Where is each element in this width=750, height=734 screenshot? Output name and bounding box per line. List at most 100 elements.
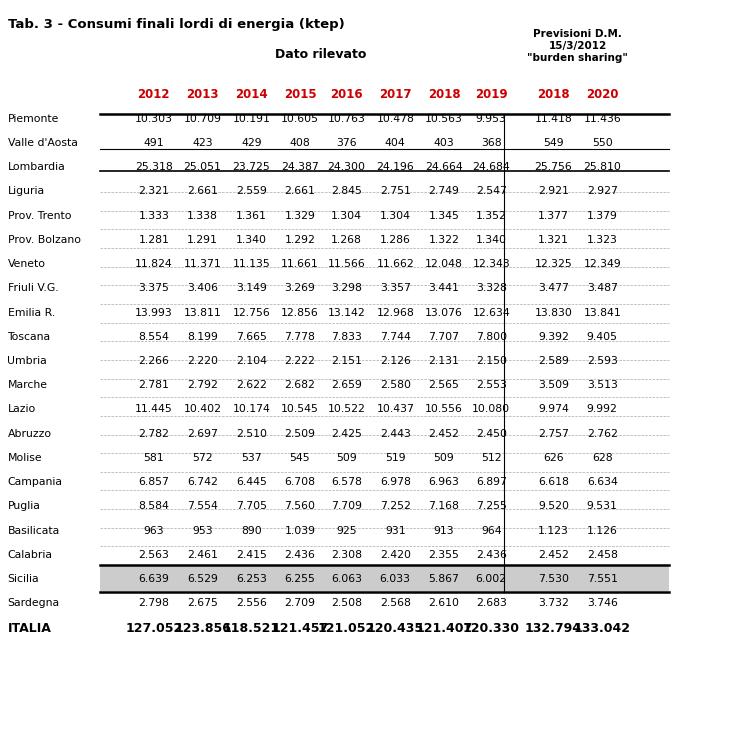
Text: 11.371: 11.371 — [184, 259, 221, 269]
Text: 6.618: 6.618 — [538, 477, 569, 487]
Text: 512: 512 — [481, 453, 502, 463]
Text: Prov. Trento: Prov. Trento — [8, 211, 71, 221]
Text: 1.340: 1.340 — [236, 235, 267, 245]
Text: 10.556: 10.556 — [425, 404, 463, 415]
Text: 2.749: 2.749 — [428, 186, 460, 197]
Text: 13.076: 13.076 — [425, 308, 463, 318]
Text: Prov. Bolzano: Prov. Bolzano — [8, 235, 80, 245]
Text: 6.253: 6.253 — [236, 574, 267, 584]
Text: 10.080: 10.080 — [472, 404, 510, 415]
Text: 2.436: 2.436 — [284, 550, 316, 560]
Text: 1.340: 1.340 — [476, 235, 507, 245]
Text: 7.255: 7.255 — [476, 501, 507, 512]
Text: 8.199: 8.199 — [187, 332, 218, 342]
Text: 10.522: 10.522 — [328, 404, 365, 415]
Text: 2015: 2015 — [284, 88, 316, 101]
Text: 3.149: 3.149 — [236, 283, 267, 294]
Text: 2.415: 2.415 — [236, 550, 267, 560]
Text: 2.420: 2.420 — [380, 550, 411, 560]
Text: Tab. 3 - Consumi finali lordi di energia (ktep): Tab. 3 - Consumi finali lordi di energia… — [8, 18, 344, 32]
Text: 10.709: 10.709 — [184, 114, 221, 124]
Text: 1.323: 1.323 — [586, 235, 618, 245]
Text: Basilicata: Basilicata — [8, 526, 60, 536]
Text: 2.436: 2.436 — [476, 550, 507, 560]
Text: 8.584: 8.584 — [138, 501, 170, 512]
Text: 9.520: 9.520 — [538, 501, 569, 512]
Text: 2.593: 2.593 — [586, 356, 618, 366]
Text: 2.610: 2.610 — [428, 598, 460, 608]
Text: 2.443: 2.443 — [380, 429, 411, 439]
Text: 1.281: 1.281 — [138, 235, 170, 245]
Text: 423: 423 — [192, 138, 213, 148]
Text: 11.824: 11.824 — [135, 259, 172, 269]
Text: 3.406: 3.406 — [187, 283, 218, 294]
Text: 2.757: 2.757 — [538, 429, 569, 439]
Text: Calabria: Calabria — [8, 550, 52, 560]
Text: 12.325: 12.325 — [535, 259, 572, 269]
Text: 2.510: 2.510 — [236, 429, 267, 439]
Text: 3.513: 3.513 — [586, 380, 618, 390]
Text: Puglia: Puglia — [8, 501, 40, 512]
Text: 509: 509 — [336, 453, 357, 463]
Text: 6.978: 6.978 — [380, 477, 411, 487]
Text: 2.220: 2.220 — [187, 356, 218, 366]
Text: Molise: Molise — [8, 453, 42, 463]
Text: 1.286: 1.286 — [380, 235, 411, 245]
Text: 2.131: 2.131 — [428, 356, 460, 366]
Text: 25.051: 25.051 — [184, 162, 221, 172]
Text: 1.304: 1.304 — [331, 211, 362, 221]
Text: 9.531: 9.531 — [586, 501, 618, 512]
Text: 10.191: 10.191 — [232, 114, 270, 124]
Text: 1.126: 1.126 — [586, 526, 618, 536]
Text: 953: 953 — [192, 526, 213, 536]
Text: 3.746: 3.746 — [586, 598, 618, 608]
Text: 2.798: 2.798 — [138, 598, 170, 608]
Text: 491: 491 — [143, 138, 164, 148]
Text: 550: 550 — [592, 138, 613, 148]
Text: Previsioni D.M.
15/3/2012
"burden sharing": Previsioni D.M. 15/3/2012 "burden sharin… — [527, 29, 628, 62]
Text: 2.151: 2.151 — [331, 356, 362, 366]
Text: Liguria: Liguria — [8, 186, 45, 197]
Text: 2014: 2014 — [235, 88, 268, 101]
Text: 545: 545 — [290, 453, 310, 463]
Text: 3.269: 3.269 — [284, 283, 316, 294]
Text: 2.709: 2.709 — [284, 598, 316, 608]
Text: 25.810: 25.810 — [584, 162, 621, 172]
Text: Sardegna: Sardegna — [8, 598, 60, 608]
Text: 11.662: 11.662 — [376, 259, 414, 269]
Text: 2017: 2017 — [379, 88, 412, 101]
Text: 12.968: 12.968 — [376, 308, 414, 318]
Text: 3.509: 3.509 — [538, 380, 569, 390]
Text: 6.857: 6.857 — [138, 477, 170, 487]
Text: 2.659: 2.659 — [331, 380, 362, 390]
Text: 2.452: 2.452 — [538, 550, 569, 560]
Text: 376: 376 — [336, 138, 357, 148]
Text: 7.168: 7.168 — [428, 501, 460, 512]
Text: 11.445: 11.445 — [135, 404, 172, 415]
Text: 6.708: 6.708 — [284, 477, 316, 487]
Text: 3.298: 3.298 — [331, 283, 362, 294]
Text: 9.405: 9.405 — [586, 332, 618, 342]
Text: 24.387: 24.387 — [281, 162, 319, 172]
Text: 11.418: 11.418 — [535, 114, 572, 124]
Text: 9.974: 9.974 — [538, 404, 569, 415]
Text: 2.553: 2.553 — [476, 380, 507, 390]
Text: 3.357: 3.357 — [380, 283, 411, 294]
Text: 2.308: 2.308 — [331, 550, 362, 560]
Text: 2.461: 2.461 — [187, 550, 218, 560]
Text: 581: 581 — [143, 453, 164, 463]
Text: 11.436: 11.436 — [584, 114, 621, 124]
Text: Abruzzo: Abruzzo — [8, 429, 52, 439]
Text: 2.565: 2.565 — [428, 380, 460, 390]
Text: Emilia R.: Emilia R. — [8, 308, 55, 318]
Text: 2.661: 2.661 — [284, 186, 316, 197]
Text: 2.927: 2.927 — [586, 186, 618, 197]
Text: 7.252: 7.252 — [380, 501, 411, 512]
Text: 6.634: 6.634 — [586, 477, 618, 487]
Text: 7.778: 7.778 — [284, 332, 316, 342]
Text: 2.568: 2.568 — [380, 598, 411, 608]
Text: 6.742: 6.742 — [187, 477, 218, 487]
Text: 1.322: 1.322 — [428, 235, 460, 245]
Text: 12.048: 12.048 — [425, 259, 463, 269]
Text: 2.321: 2.321 — [138, 186, 170, 197]
